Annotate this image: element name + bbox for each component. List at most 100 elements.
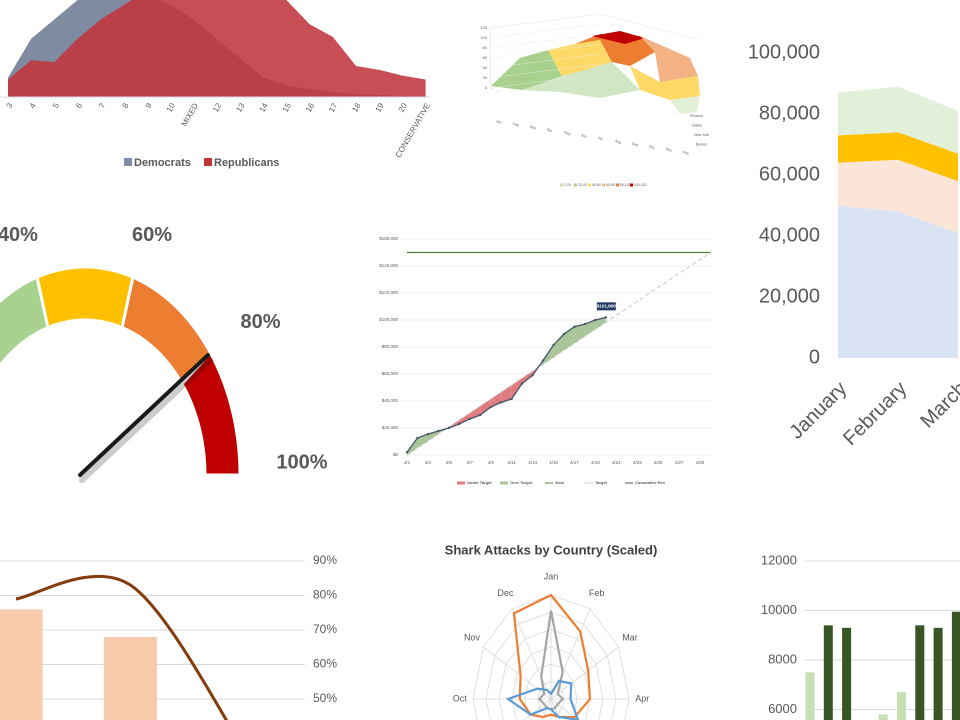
x-tick-label: 6 bbox=[74, 101, 84, 110]
y-tick-label: 10000 bbox=[761, 602, 797, 617]
radar-spoke bbox=[541, 698, 552, 720]
area bbox=[838, 86, 958, 154]
point bbox=[552, 343, 555, 347]
category-label: Jan bbox=[544, 572, 559, 582]
legend-label: Target bbox=[595, 480, 608, 485]
y-tick-label: 60,000 bbox=[759, 163, 820, 185]
y-tick-label: $160,000 bbox=[379, 236, 398, 241]
legend-label: 20-40 bbox=[578, 183, 587, 187]
legend-label: Over Target bbox=[510, 480, 533, 485]
x-tick-label: 4/1 bbox=[404, 460, 411, 465]
x-tick-label: Mar bbox=[529, 125, 537, 131]
bar bbox=[897, 692, 906, 720]
needle bbox=[78, 353, 210, 477]
legend-swatch bbox=[457, 481, 465, 485]
radar-spoke bbox=[550, 698, 561, 720]
x-tick-label: 3 bbox=[5, 101, 15, 110]
x-tick-label: 4/29 bbox=[696, 460, 705, 465]
bar bbox=[0, 609, 43, 720]
under-target-fill bbox=[480, 399, 491, 416]
area bbox=[838, 132, 958, 182]
x-tick-label: 8 bbox=[121, 101, 131, 110]
x-tick-label: 4/19 bbox=[591, 460, 600, 465]
y-tick-label: 20,000 bbox=[759, 285, 820, 307]
y-tick-label: $120,000 bbox=[379, 290, 398, 295]
x-tick-label: Jul bbox=[597, 136, 603, 141]
x-tick-label: 4/23 bbox=[633, 460, 642, 465]
legend-label: 80-100 bbox=[620, 183, 631, 187]
under-target-fill bbox=[459, 413, 470, 424]
point bbox=[489, 405, 492, 409]
over-target-fill bbox=[584, 320, 596, 337]
legend-label: 0-20 bbox=[564, 183, 571, 187]
y2-tick-label: 80% bbox=[313, 588, 337, 602]
surface-patch bbox=[522, 62, 640, 98]
legend-label: Goal bbox=[555, 480, 564, 485]
legend-swatch bbox=[588, 183, 591, 187]
grid-line bbox=[489, 53, 601, 69]
y2-tick-label: 50% bbox=[313, 691, 337, 705]
y-tick-label: 80,000 bbox=[759, 102, 820, 124]
legend-label: 100-120 bbox=[634, 183, 647, 187]
point bbox=[458, 422, 461, 426]
legend-label: 40-60 bbox=[592, 183, 601, 187]
legend-swatch bbox=[602, 183, 605, 187]
x-tick-label: Jan bbox=[495, 119, 502, 125]
x-tick-label: 5 bbox=[51, 101, 61, 110]
point bbox=[479, 413, 482, 417]
x-tick-label: Feb bbox=[512, 122, 519, 128]
category-label: Feb bbox=[589, 588, 605, 598]
legend-swatch bbox=[560, 183, 563, 187]
point bbox=[531, 374, 534, 377]
grid-line bbox=[489, 73, 601, 89]
point bbox=[447, 426, 451, 430]
y-tick-label: 60 bbox=[483, 55, 488, 60]
over-target-fill bbox=[595, 317, 606, 330]
legend-label: 60-80 bbox=[606, 183, 615, 187]
grid-line bbox=[489, 33, 601, 49]
grid-line bbox=[489, 63, 601, 79]
point bbox=[510, 397, 513, 401]
x-tick-label: 4/5 bbox=[446, 460, 453, 465]
x-tick-label: 4/17 bbox=[570, 460, 579, 465]
grid-line bbox=[489, 13, 601, 29]
point bbox=[499, 401, 503, 404]
legend-swatch bbox=[124, 158, 132, 166]
y-tick-label: $60,000 bbox=[382, 371, 399, 376]
y-tick-label: $80,000 bbox=[382, 344, 399, 349]
bar bbox=[805, 672, 815, 720]
y-tick-label: 6000 bbox=[768, 701, 797, 716]
value-label-box bbox=[596, 302, 616, 311]
y-tick-label: 100 bbox=[480, 35, 487, 40]
under-target-fill bbox=[522, 371, 533, 384]
category-label: Apr bbox=[635, 693, 649, 703]
y-tick-label: 100,000 bbox=[748, 41, 820, 63]
surface-patch bbox=[630, 66, 700, 100]
x-tick-label: Nov bbox=[665, 147, 673, 153]
y-tick-label: $140,000 bbox=[379, 263, 398, 268]
point bbox=[520, 382, 524, 385]
y-tick-label: 120 bbox=[480, 25, 487, 30]
point bbox=[437, 429, 440, 433]
radar-spoke bbox=[550, 698, 579, 720]
needle-shadow bbox=[79, 357, 213, 483]
radar-spoke bbox=[550, 646, 619, 700]
surface-plot bbox=[489, 13, 701, 114]
point bbox=[583, 322, 587, 326]
legend-label: Democrats bbox=[134, 157, 191, 169]
y-tick-label: 40,000 bbox=[759, 224, 820, 246]
gauge-band bbox=[180, 350, 242, 477]
category-label: Mar bbox=[622, 633, 638, 643]
x-tick-label: 4/13 bbox=[528, 460, 537, 465]
gauge-band bbox=[35, 265, 135, 330]
point bbox=[426, 432, 430, 436]
x-tick-label: Oct bbox=[648, 144, 655, 150]
depth-label: Phoenix bbox=[690, 114, 703, 118]
radar-spoke bbox=[523, 698, 552, 720]
bar bbox=[915, 625, 925, 720]
y-tick-label: 20 bbox=[483, 75, 488, 80]
series-line bbox=[15, 574, 229, 720]
area bbox=[8, 0, 426, 97]
